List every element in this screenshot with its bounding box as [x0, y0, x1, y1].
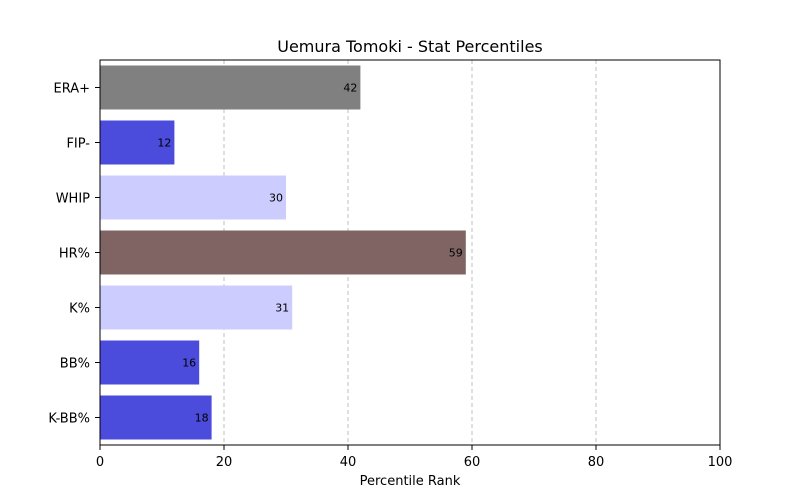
chart-title: Uemura Tomoki - Stat Percentiles — [277, 37, 543, 56]
x-tick-label: 80 — [588, 455, 605, 470]
bar-value-label: 12 — [157, 137, 171, 150]
x-tick-label: 0 — [96, 455, 104, 470]
y-tick-label: WHIP — [56, 192, 90, 207]
bar — [100, 175, 286, 220]
x-tick-label: 100 — [708, 455, 733, 470]
x-axis-ticks: 0 20 40 60 80 100 — [96, 445, 733, 470]
y-tick-label: K-BB% — [48, 412, 90, 427]
bar-value-label: 59 — [449, 247, 463, 260]
bar — [100, 230, 466, 275]
bar — [100, 285, 293, 330]
bar-value-label: 42 — [343, 82, 357, 95]
bar-value-label: 30 — [269, 192, 283, 205]
y-tick-label: ERA+ — [53, 82, 90, 97]
bar — [100, 65, 361, 110]
x-axis-label: Percentile Rank — [360, 474, 461, 489]
bar-value-label: 16 — [182, 357, 196, 370]
bars — [100, 65, 466, 440]
data-labels: 42 12 30 59 31 16 18 — [157, 82, 462, 425]
x-tick-label: 60 — [464, 455, 481, 470]
bar — [100, 120, 175, 165]
bar — [100, 340, 200, 385]
bar-value-label: 31 — [275, 302, 289, 315]
y-tick-label: FIP- — [66, 137, 90, 152]
y-axis-ticks: ERA+ FIP- WHIP HR% K% BB% K-BB% — [48, 82, 100, 427]
y-tick-label: BB% — [60, 357, 90, 372]
bar-value-label: 18 — [195, 412, 209, 425]
x-tick-label: 40 — [340, 455, 357, 470]
x-tick-label: 20 — [216, 455, 233, 470]
y-tick-label: HR% — [59, 247, 90, 262]
y-tick-label: K% — [69, 302, 90, 317]
bar — [100, 395, 212, 440]
